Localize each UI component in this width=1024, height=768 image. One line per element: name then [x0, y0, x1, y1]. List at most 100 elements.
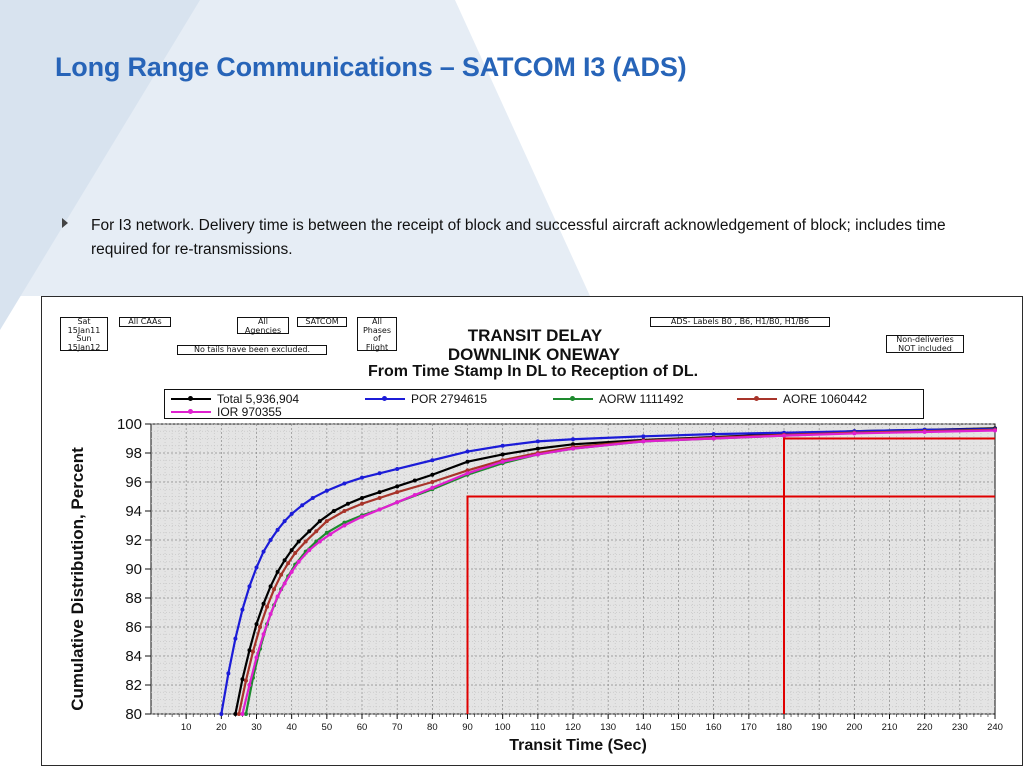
- series-point-2: [243, 712, 248, 716]
- legend-swatch: [553, 396, 593, 401]
- series-point-1: [300, 503, 305, 508]
- series-point-0: [289, 548, 294, 553]
- legend-item: AORW 1111492: [553, 392, 684, 406]
- series-point-4: [500, 459, 505, 464]
- y-axis-label: Cumulative Distribution, Percent: [68, 447, 87, 711]
- series-point-3: [272, 587, 277, 592]
- series-point-1: [641, 434, 646, 439]
- series-point-0: [571, 442, 575, 447]
- series-point-4: [307, 548, 312, 553]
- series-point-1: [282, 519, 287, 524]
- series-point-0: [500, 452, 505, 457]
- legend-swatch: [737, 396, 777, 401]
- x-tick-label: 190: [811, 722, 827, 733]
- legend-label: Total 5,936,904: [217, 392, 300, 406]
- series-point-3: [293, 551, 298, 556]
- x-tick-label: 10: [181, 722, 192, 733]
- series-point-4: [711, 436, 716, 441]
- series-point-1: [535, 439, 540, 444]
- y-tick-label: 98: [125, 445, 142, 462]
- series-point-1: [240, 607, 245, 612]
- series-point-0: [331, 509, 336, 513]
- series-point-1: [226, 671, 231, 676]
- series-point-4: [342, 523, 347, 528]
- series-point-2: [324, 530, 329, 535]
- series-point-1: [465, 449, 470, 454]
- series-point-3: [258, 625, 263, 629]
- series-point-0: [275, 569, 280, 574]
- chart-legend: Total 5,936,904 POR 2794615 AORW 1111492 AO…: [164, 389, 924, 419]
- series-point-3: [250, 649, 255, 654]
- phases-box: All Phases of Flight: [357, 317, 397, 351]
- x-tick-label: 100: [495, 722, 511, 733]
- bullet-arrow-icon: [62, 218, 68, 228]
- series-point-3: [377, 495, 382, 500]
- y-tick-label: 92: [125, 532, 142, 549]
- series-point-2: [342, 520, 347, 525]
- series-line-4: [241, 429, 996, 715]
- y-tick-label: 80: [125, 706, 142, 723]
- legend-item: IOR 970355: [171, 405, 282, 419]
- nondeliveries-box: Non-deliveries NOT included: [886, 335, 964, 353]
- x-tick-label: 180: [776, 722, 792, 733]
- legend-label: POR 2794615: [411, 392, 488, 406]
- series-point-0: [261, 601, 266, 606]
- slide-title: Long Range Communications – SATCOM I3 (A…: [55, 52, 687, 82]
- series-point-4: [430, 485, 435, 490]
- series-point-4: [535, 452, 540, 457]
- series-point-3: [465, 468, 470, 473]
- series-point-3: [324, 519, 329, 524]
- series-point-4: [275, 594, 280, 599]
- x-tick-label: 60: [357, 722, 368, 733]
- series-point-0: [233, 712, 238, 716]
- agencies-box: All Agencies: [237, 317, 289, 334]
- x-tick-label: 120: [565, 722, 581, 733]
- series-point-3: [243, 678, 248, 683]
- series-point-4: [395, 500, 400, 505]
- series-point-4: [282, 581, 287, 586]
- series-point-1: [360, 475, 364, 480]
- chart-title-line3: From Time Stamp In DL to Reception of DL…: [367, 363, 699, 380]
- series-point-0: [395, 484, 400, 489]
- series-point-1: [247, 584, 252, 589]
- x-tick-label: 210: [882, 722, 898, 733]
- series-point-4: [261, 632, 266, 637]
- series-point-0: [345, 501, 350, 506]
- legend-item: Total 5,936,904: [171, 392, 299, 406]
- legend-swatch: [365, 396, 405, 401]
- ads-labels-box: ADS- Labels B0 , B6, H1/B0, H1/B6: [650, 317, 830, 327]
- series-point-3: [314, 529, 319, 534]
- x-tick-label: 200: [846, 722, 862, 733]
- legend-swatch: [171, 409, 211, 414]
- series-point-3: [430, 480, 435, 484]
- series-point-4: [360, 514, 364, 519]
- series-point-1: [430, 458, 435, 463]
- series-point-0: [254, 622, 259, 627]
- caas-box: All CAAs: [119, 317, 171, 327]
- y-tick-label: 88: [125, 590, 142, 607]
- series-point-4: [782, 433, 786, 438]
- series-point-0: [317, 519, 322, 524]
- x-tick-label: 220: [917, 722, 933, 733]
- series-point-3: [395, 490, 400, 495]
- y-tick-label: 96: [125, 474, 142, 491]
- bullet-text: For I3 network. Delivery time is between…: [91, 217, 946, 258]
- series-point-4: [268, 611, 273, 616]
- x-tick-label: 140: [635, 722, 651, 733]
- y-tick-label: 94: [125, 503, 142, 520]
- x-tick-label: 50: [322, 722, 333, 733]
- y-tick-label: 84: [125, 648, 142, 665]
- series-point-1: [711, 432, 716, 437]
- series-point-1: [254, 565, 259, 570]
- x-tick-label: 70: [392, 722, 403, 733]
- series-point-3: [279, 572, 284, 577]
- series-point-0: [240, 677, 245, 682]
- series-point-4: [296, 559, 301, 564]
- series-point-4: [328, 532, 333, 537]
- series-point-1: [289, 511, 294, 516]
- series-point-3: [342, 509, 347, 513]
- series-point-1: [395, 466, 400, 471]
- series-point-0: [377, 490, 382, 495]
- series-point-4: [377, 507, 382, 512]
